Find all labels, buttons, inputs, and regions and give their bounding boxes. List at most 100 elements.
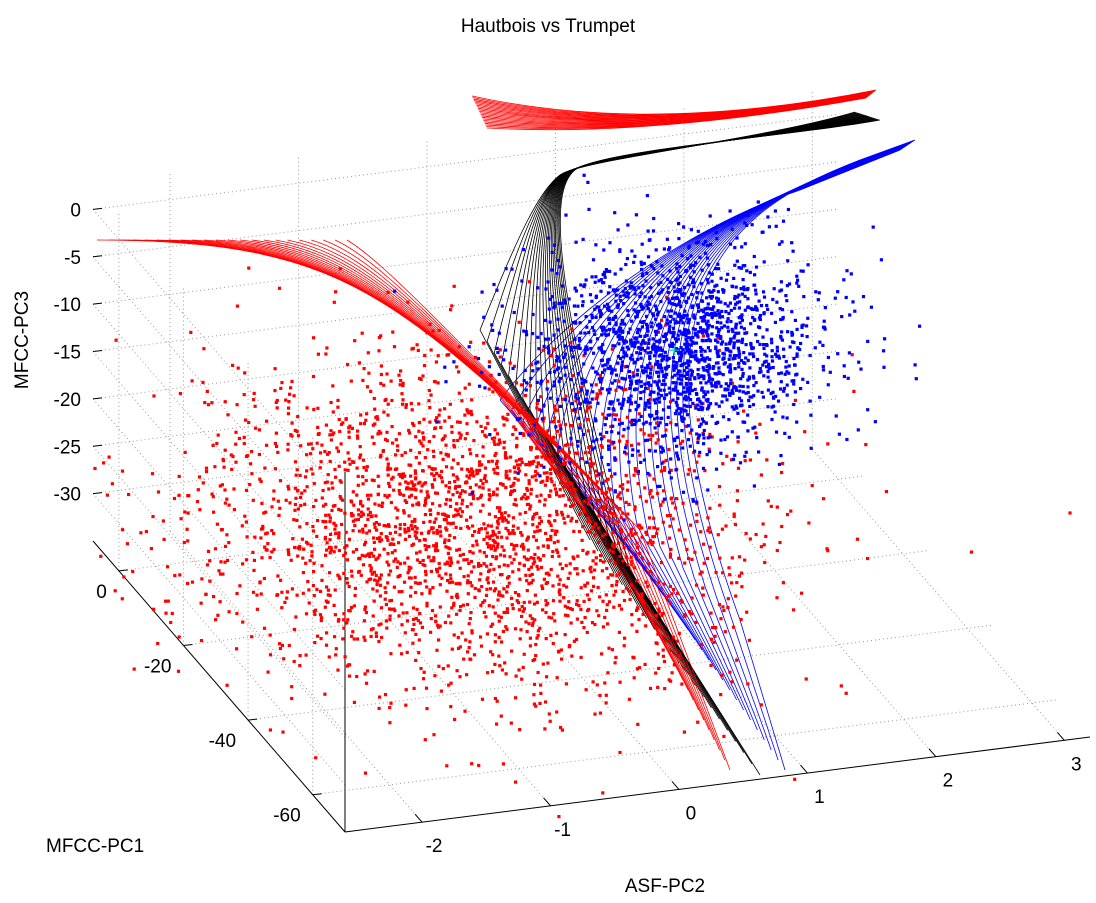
red-point [569, 341, 573, 345]
red-point [539, 463, 543, 467]
blue-point [692, 263, 696, 267]
red-point [512, 425, 516, 429]
red-point [435, 648, 439, 652]
red-point [295, 593, 299, 597]
blue-point [645, 194, 649, 198]
red-point [529, 556, 533, 560]
blue-point [733, 453, 737, 457]
blue-point [709, 313, 713, 317]
red-point [445, 528, 449, 532]
red-point [536, 426, 540, 430]
blue-point [755, 357, 760, 362]
blue-point [520, 279, 524, 283]
red-point [397, 541, 401, 545]
red-point [383, 493, 387, 498]
blue-point [512, 310, 516, 315]
blue-point [577, 426, 581, 430]
blue-point [701, 339, 705, 343]
blue-point [717, 327, 722, 332]
red-point [612, 593, 616, 597]
red-point [585, 630, 589, 634]
blue-point [652, 267, 656, 271]
red-point [353, 518, 358, 522]
red-point [367, 529, 371, 533]
black-boundary-edge [529, 409, 648, 619]
red-point [102, 461, 106, 465]
blue-point [660, 461, 664, 465]
red-point [336, 668, 340, 672]
red-point [628, 597, 632, 602]
blue-point [710, 295, 715, 299]
red-point [244, 488, 249, 492]
red-point [471, 544, 475, 548]
red-point [492, 490, 496, 494]
red-point [617, 630, 621, 634]
red-point [504, 672, 508, 676]
red-point [765, 458, 769, 462]
red-point [495, 493, 499, 497]
red-point [206, 549, 211, 553]
red-point [616, 520, 620, 524]
red-point [758, 422, 762, 426]
blue-point [676, 282, 680, 286]
red-point [663, 687, 667, 691]
red-point [549, 354, 554, 358]
red-point [611, 550, 615, 554]
blue-point [588, 319, 592, 323]
blue-point [635, 351, 639, 355]
blue-point [574, 392, 578, 396]
red-point [430, 472, 434, 476]
blue-point [476, 357, 481, 361]
red-point [497, 530, 501, 535]
red-point [654, 431, 658, 435]
red-point [332, 603, 336, 607]
red-point [598, 595, 602, 599]
red-point [278, 646, 282, 651]
red-point [469, 515, 473, 519]
red-point [366, 497, 370, 501]
red-point [164, 599, 168, 603]
blue-point [715, 349, 719, 354]
red-point [528, 614, 532, 618]
blue-point [613, 472, 617, 476]
blue-point [689, 228, 693, 232]
red-point [173, 573, 177, 578]
red-point [714, 626, 718, 630]
blue-point [663, 382, 667, 387]
blue-point [723, 437, 727, 442]
blue-point [617, 342, 621, 346]
red-point [499, 482, 503, 486]
blue-point [679, 407, 684, 411]
red-point [310, 550, 314, 554]
red-point [519, 497, 524, 501]
red-point [574, 399, 578, 403]
red-point [470, 584, 474, 588]
blue-point [790, 340, 795, 344]
blue-point [681, 490, 686, 494]
red-point [530, 572, 534, 576]
blue-point [590, 315, 594, 319]
red-point [479, 603, 483, 607]
blue-point [702, 390, 706, 394]
red-point [524, 620, 528, 624]
red-point [326, 452, 330, 456]
red-point [369, 551, 374, 555]
blue-point [640, 307, 644, 311]
red-point [602, 505, 606, 509]
x-tick-mark [1056, 731, 1065, 741]
red-point [296, 507, 300, 511]
red-point [686, 472, 690, 476]
red-point [421, 469, 425, 473]
blue-point [761, 363, 765, 367]
blue-point [622, 397, 626, 401]
blue-point [765, 365, 769, 369]
red-point [526, 558, 530, 562]
red-point [401, 611, 405, 615]
blue-point [694, 406, 698, 410]
red-point [650, 365, 654, 369]
blue-point [634, 400, 638, 404]
red-point [612, 413, 616, 417]
blue-point [728, 366, 732, 370]
blue-point [644, 401, 648, 405]
red-point [552, 541, 556, 545]
